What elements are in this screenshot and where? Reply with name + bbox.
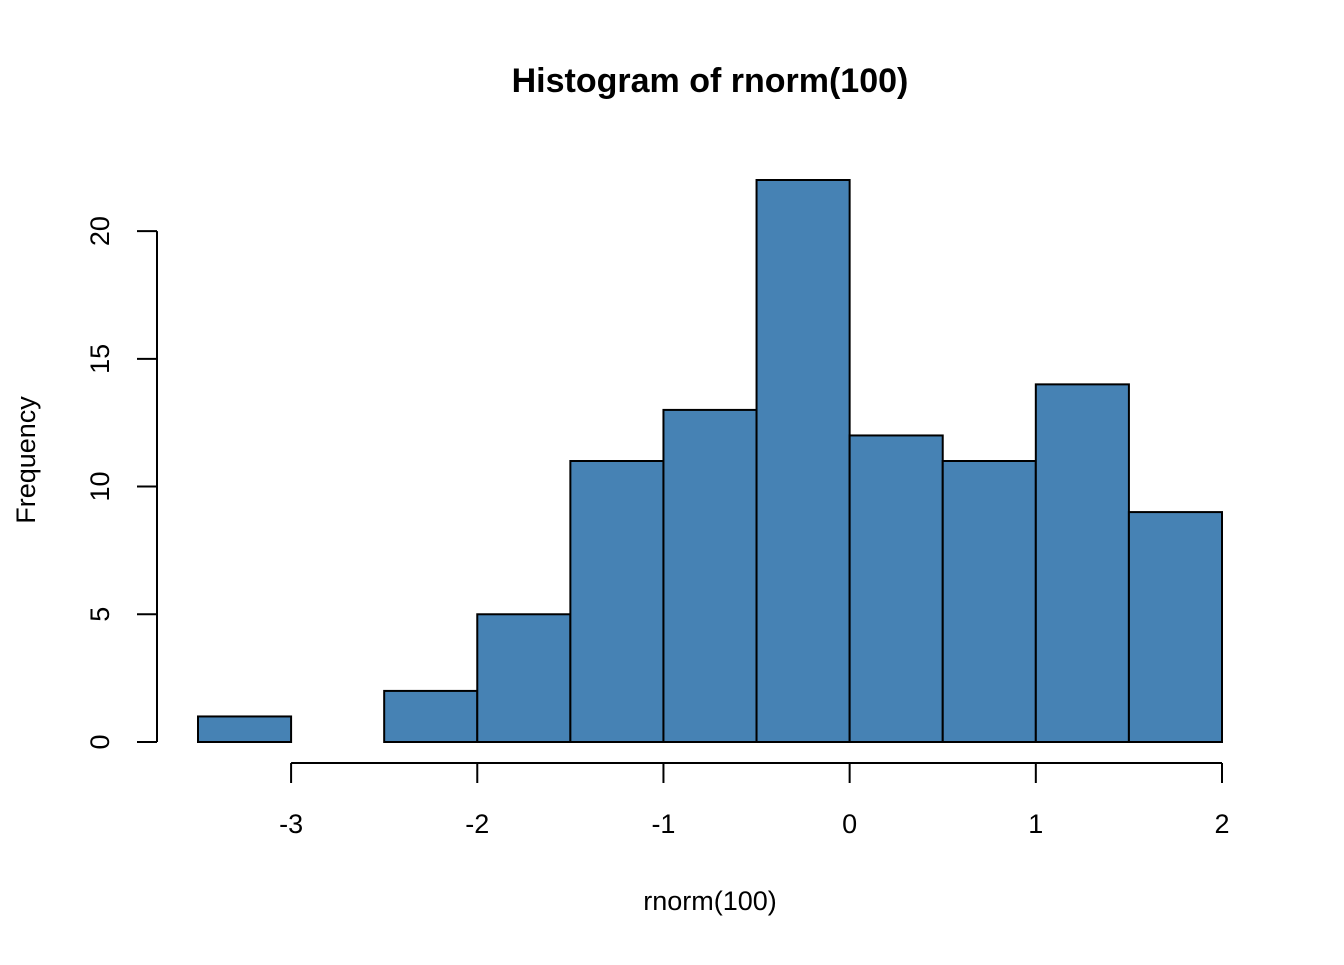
y-axis-label: Frequency [11, 396, 41, 524]
x-axis-label: rnorm(100) [643, 886, 777, 916]
histogram-bar [848, 434, 944, 743]
histogram-bar [1127, 511, 1223, 743]
histogram-bar [662, 408, 758, 743]
y-tick-label: 10 [85, 472, 115, 502]
histogram-bar [755, 179, 851, 743]
x-tick-label: 0 [842, 809, 857, 839]
histogram-bar [941, 460, 1037, 743]
y-tick-label: 15 [85, 344, 115, 374]
x-axis: -3 -2 -1 0 1 2 [279, 762, 1230, 839]
chart-title: Histogram of rnorm(100) [512, 62, 909, 100]
x-tick-label: 1 [1028, 809, 1043, 839]
histogram-bar [476, 613, 572, 743]
y-tick-label: 0 [85, 734, 115, 749]
x-tick-label: 2 [1214, 809, 1229, 839]
histogram-bar [1034, 383, 1130, 743]
bars-layer [197, 179, 1223, 744]
x-tick-label: -1 [651, 809, 675, 839]
histogram-bar [569, 460, 665, 743]
histogram-bar [197, 715, 293, 743]
histogram-bar [383, 689, 479, 744]
x-tick-label: -2 [465, 809, 489, 839]
y-tick-label: 5 [85, 607, 115, 622]
y-tick-label: 20 [85, 216, 115, 246]
y-axis: 0 5 10 15 20 [85, 216, 158, 750]
x-tick-label: -3 [279, 809, 303, 839]
